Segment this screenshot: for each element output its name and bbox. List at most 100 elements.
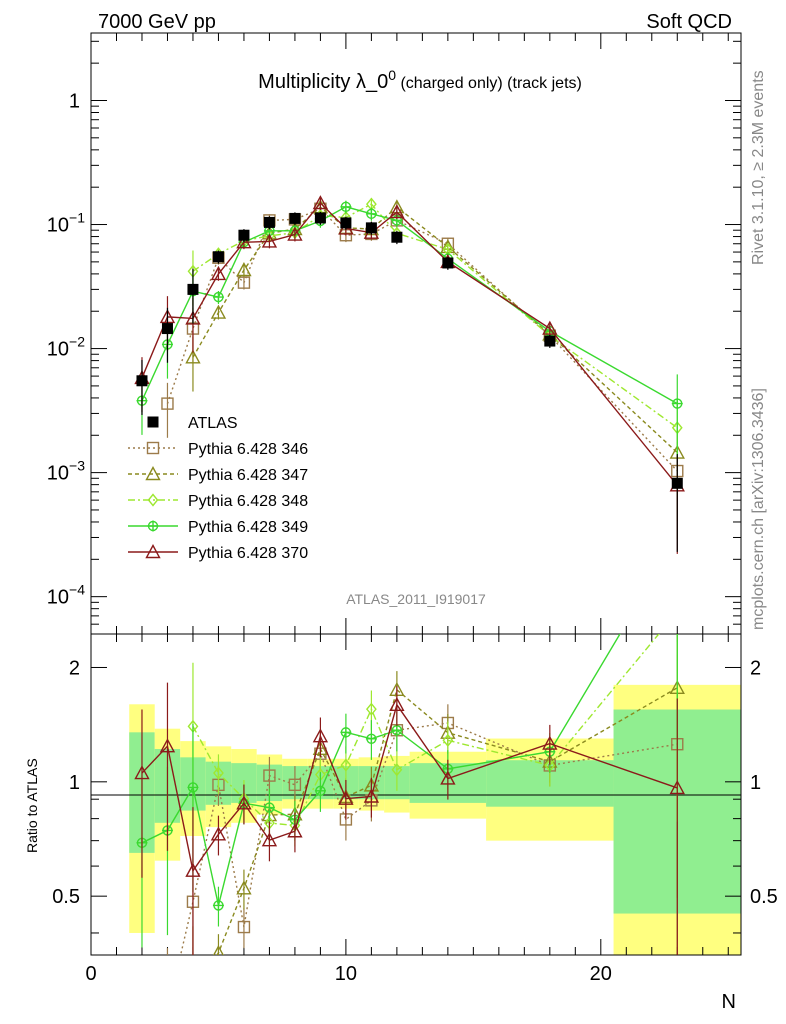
main-y-tick-label: 10−1 (47, 210, 85, 237)
data-point-cross (365, 208, 377, 220)
main-y-tick-label-base: 10 (47, 587, 69, 609)
plot-title: Multiplicity λ_00 (charged only) (track … (258, 67, 582, 93)
data-point (340, 217, 352, 229)
ratio-point-cross (340, 726, 352, 738)
ratio-point (669, 779, 685, 795)
plot-title-superscript: 0 (388, 67, 396, 83)
x-axis-label: N (722, 991, 736, 1013)
legend-marker (146, 441, 160, 455)
data-point (212, 251, 224, 263)
legend-label: Pythia 6.428 370 (188, 545, 308, 562)
ratio-line (141, 703, 678, 873)
legend-entry: Pythia 6.428 349 (128, 519, 308, 536)
data-point (161, 397, 174, 410)
x-tick-label: 20 (590, 963, 612, 985)
ratio-point (389, 696, 405, 712)
ratio-point-cross (263, 802, 275, 814)
ratio-y-tick-label: 2 (69, 657, 80, 679)
ratio-point (210, 826, 227, 841)
ratio-y-tick-label: 0.5 (52, 886, 80, 908)
main-y-tick-label-base: 10 (47, 339, 69, 361)
ratio-point (542, 735, 558, 750)
legend-marker (145, 544, 161, 559)
data-point (136, 375, 148, 387)
data-point (261, 233, 278, 248)
ratio-y-tick-label-right: 0.5 (750, 886, 778, 908)
data-point (442, 257, 454, 269)
data-point (210, 304, 227, 319)
legend-label: Pythia 6.428 348 (188, 493, 308, 510)
ratio-point-cross (391, 724, 403, 736)
ratio-series-layer (134, 606, 685, 1017)
x-tick-label: 10 (335, 963, 357, 985)
legend-entry: Pythia 6.428 346 (128, 441, 308, 458)
data-point (161, 323, 173, 335)
ratio-point (159, 738, 176, 753)
data-point (312, 195, 329, 210)
ratio-line (141, 634, 621, 906)
main-series-1 (161, 202, 684, 540)
main-y-tick-label: 10−3 (47, 458, 85, 485)
ratio-point (363, 788, 380, 803)
data-point-cross (340, 201, 352, 213)
data-point (237, 276, 251, 289)
data-point-cross (671, 398, 683, 410)
ratio-point (213, 766, 224, 780)
x-tick-label: 0 (85, 963, 96, 985)
ratio-point (237, 920, 251, 934)
main-y-tick-label-exponent: −1 (69, 210, 85, 226)
ratio-point (162, 1006, 173, 1017)
ratio-point (391, 763, 403, 777)
legend-marker (145, 466, 161, 481)
legend-entry: ATLAS (147, 415, 238, 432)
data-point (185, 349, 201, 364)
legend-entry: Pythia 6.428 370 (128, 544, 308, 562)
main-y-tick-label-exponent: −3 (69, 458, 85, 474)
data-point (544, 335, 556, 347)
legend-marker-cross (147, 520, 159, 532)
ratio-point (440, 770, 456, 785)
ratio-point-cross (365, 733, 377, 745)
main-y-tick-label-exponent: −4 (69, 582, 85, 598)
ratio-point (442, 733, 454, 747)
main-series-0 (136, 211, 683, 552)
analysis-watermark: ATLAS_2011_I919017 (346, 591, 486, 607)
ratio-y-tick-label-right: 2 (750, 657, 761, 679)
series-line (141, 202, 678, 486)
main-y-tick-label-base: 10 (47, 215, 69, 237)
data-point (365, 222, 377, 234)
main-y-tick-label: 1 (69, 90, 80, 112)
legend-label: Pythia 6.428 347 (188, 467, 308, 484)
legend-entry: Pythia 6.428 348 (128, 493, 308, 510)
main-y-tick-label-base: 10 (47, 463, 69, 485)
ratio-point (673, 606, 682, 617)
ratio-y-tick-label: 1 (69, 772, 80, 794)
main-series-layer (134, 195, 685, 554)
ratio-y-axis-label: Ratio to ATLAS (24, 758, 40, 853)
data-point (187, 283, 199, 295)
legend-label: Pythia 6.428 346 (188, 441, 308, 458)
data-point (289, 212, 301, 224)
main-y-tick-label: 10−4 (47, 582, 85, 609)
ratio-point (287, 823, 303, 838)
data-point (236, 262, 252, 277)
legend-label: ATLAS (188, 415, 238, 432)
ratio-uncertainty-bands (129, 684, 741, 955)
ratio-point (212, 944, 224, 955)
ratio-series-5 (134, 682, 685, 955)
data-point (671, 477, 683, 489)
series-line (192, 206, 678, 454)
data-point (391, 231, 403, 243)
main-y-tick-label: 10−2 (47, 334, 85, 361)
header-left: 7000 GeV pp (98, 11, 216, 33)
data-point (287, 226, 303, 241)
ratio-point-cross (314, 785, 326, 797)
ratio-point (186, 983, 199, 995)
header-right: Soft QCD (646, 11, 732, 33)
ratio-line (216, 687, 678, 955)
data-point (314, 212, 326, 224)
ratio-point (134, 765, 150, 780)
ratio-y-tick-label-right: 1 (750, 772, 761, 794)
mcplots-credit-label: mcplots.cern.ch [arXiv:1306.3436] (750, 388, 767, 630)
